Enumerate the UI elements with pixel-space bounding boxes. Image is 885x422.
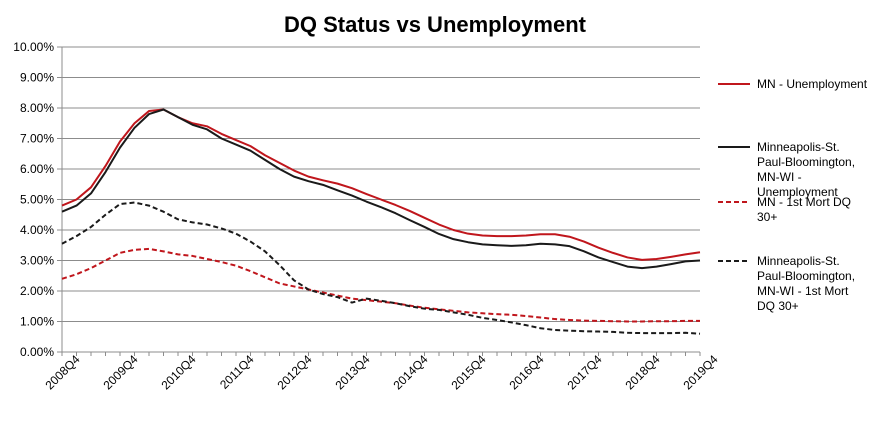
x-tick-label: 2009Q4 <box>101 352 141 392</box>
x-axis-ticks: 2008Q4 2009Q4 2010Q4 2011Q4 2012Q4 2013Q4 2014… <box>43 352 721 392</box>
legend-label-3: MN - 1st Mort DQ 30+ <box>757 195 851 224</box>
y-tick-label: 0.00% <box>20 345 54 359</box>
x-tick-label: 2017Q4 <box>565 352 605 392</box>
y-tick-label: 1.00% <box>20 315 54 329</box>
series-line-1 <box>61 108 701 261</box>
y-tick-label: 9.00% <box>20 71 54 85</box>
x-tick-label: 2012Q4 <box>275 352 315 392</box>
legend: MN - Unemployment Minneapolis-St. Paul-Blo… <box>718 77 868 313</box>
x-tick-label: 2016Q4 <box>507 352 547 392</box>
y-tick-label: 3.00% <box>20 254 54 268</box>
y-tick-label: 8.00% <box>20 101 54 115</box>
legend-label-4: Minneapolis-St. Paul-Bloomington, MN-WI - … <box>757 254 855 313</box>
legend-label-2: Minneapolis-St. Paul-Bloomington, MN-WI -U… <box>757 140 855 199</box>
series-line-4 <box>61 201 701 335</box>
chart-title: DQ Status vs Unemployment <box>284 12 587 37</box>
grid-lines <box>62 46 700 322</box>
series-line-2 <box>61 108 701 270</box>
series-lines <box>61 108 701 335</box>
legend-label-1: MN - Unemployment <box>757 77 868 91</box>
y-tick-label: 4.00% <box>20 223 54 237</box>
y-tick-label: 6.00% <box>20 162 54 176</box>
y-tick-label: 5.00% <box>20 193 54 207</box>
x-tick-label: 2010Q4 <box>159 352 199 392</box>
x-tick-label: 2015Q4 <box>449 352 489 392</box>
y-axis-ticks: 0.00% 1.00% 2.00% 3.00% 4.00% 5.00% 6.00% 7.00%… <box>13 40 62 359</box>
y-tick-label: 2.00% <box>20 284 54 298</box>
x-tick-label: 2014Q4 <box>391 352 431 392</box>
x-tick-label: 2019Q4 <box>681 352 721 392</box>
x-tick-label: 2011Q4 <box>217 352 257 392</box>
series-line-3 <box>61 247 700 323</box>
y-tick-label: 10.00% <box>13 40 54 54</box>
x-tick-label: 2013Q4 <box>333 352 373 392</box>
y-tick-label: 7.00% <box>20 132 54 146</box>
x-tick-label: 2018Q4 <box>623 352 663 392</box>
